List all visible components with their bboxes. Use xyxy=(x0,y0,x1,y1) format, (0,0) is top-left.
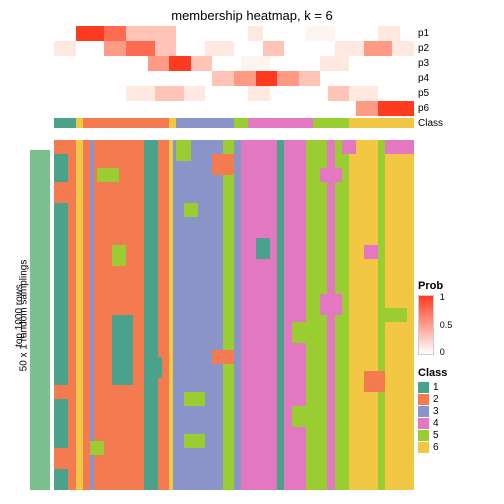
p-row-labels: p1p2p3p4p5p6 xyxy=(418,26,429,116)
heatmap-chart xyxy=(54,26,414,490)
y-axis-labels: 50 x 1 random samplings top 1000 rows xyxy=(8,160,28,480)
prob-legend-title: Prob xyxy=(418,280,460,292)
class-row xyxy=(54,118,414,128)
y-label-2: top 1000 rows xyxy=(14,284,25,347)
prob-gradient xyxy=(418,295,434,355)
main-heatmap xyxy=(54,140,414,490)
legends: Prob 1 0.5 0 Class 123456 xyxy=(418,280,460,454)
probability-rows xyxy=(54,26,414,116)
class-row-label: Class xyxy=(418,118,443,129)
chart-title: membership heatmap, k = 6 xyxy=(171,8,333,23)
class-legend-title: Class xyxy=(418,367,460,379)
prob-ticks: 1 0.5 0 xyxy=(440,295,460,355)
class-legend: Class 123456 xyxy=(418,367,460,453)
left-annotation-bars xyxy=(30,150,50,490)
